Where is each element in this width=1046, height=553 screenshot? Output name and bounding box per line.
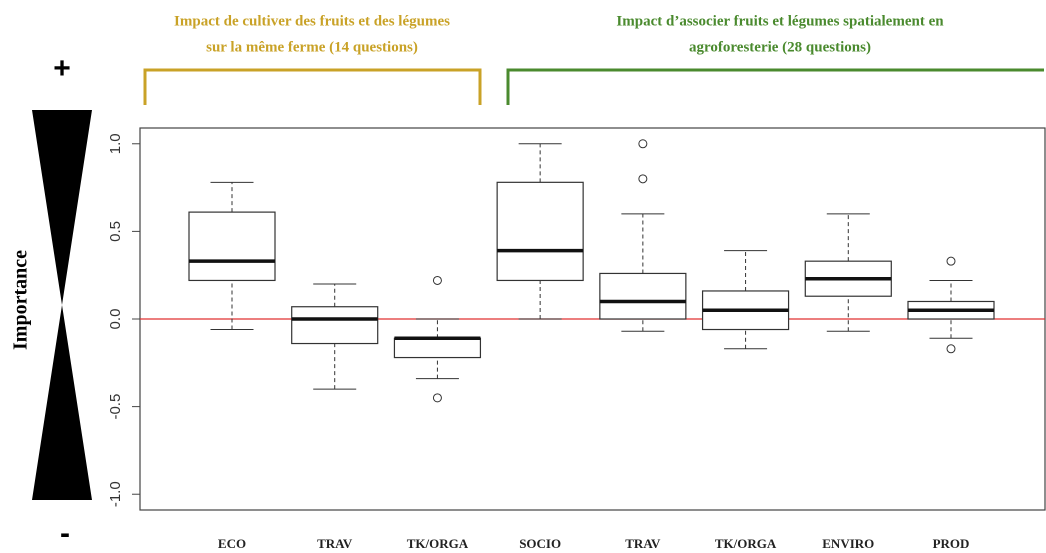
y-tick-label: 1.0 [107, 133, 124, 154]
x-tick-label: PROD [933, 536, 970, 551]
group-title: Impact de cultiver des fruits et des lég… [174, 13, 450, 29]
y-axis-label: Importance [10, 250, 32, 350]
x-tick-label: TK/ORGA [407, 536, 469, 551]
group-bracket [143, 68, 482, 105]
x-tick-label: TRAV [625, 536, 661, 551]
outlier [638, 174, 648, 184]
x-tick-label: SOCIO [519, 536, 561, 551]
outlier [432, 275, 442, 285]
y-tick-label: 0.5 [107, 221, 124, 242]
y-tick-label: 0.0 [107, 309, 124, 330]
box [599, 272, 687, 320]
group-bracket [506, 68, 1044, 105]
group-title: Impact d’associer fruits et légumes spat… [616, 13, 944, 29]
plus-label: + [53, 52, 71, 85]
x-tick-label: TRAV [317, 536, 353, 551]
box [393, 337, 482, 359]
box [291, 306, 379, 345]
group-title: sur la même ferme (14 questions) [206, 39, 418, 55]
outlier [432, 393, 442, 403]
outlier [638, 139, 648, 149]
x-tick-label: ENVIRO [822, 536, 874, 551]
box [188, 211, 276, 282]
outlier [946, 256, 956, 266]
x-tick-label: TK/ORGA [715, 536, 777, 551]
box [496, 181, 584, 282]
x-tick-label: ECO [218, 536, 246, 551]
group-title: agroforesterie (28 questions) [689, 39, 871, 55]
outlier [946, 344, 956, 354]
minus-label: - [60, 517, 70, 550]
y-tick-label: -0.5 [107, 394, 124, 420]
importance-hourglass [32, 110, 92, 500]
y-tick-label: -1.0 [107, 481, 124, 507]
